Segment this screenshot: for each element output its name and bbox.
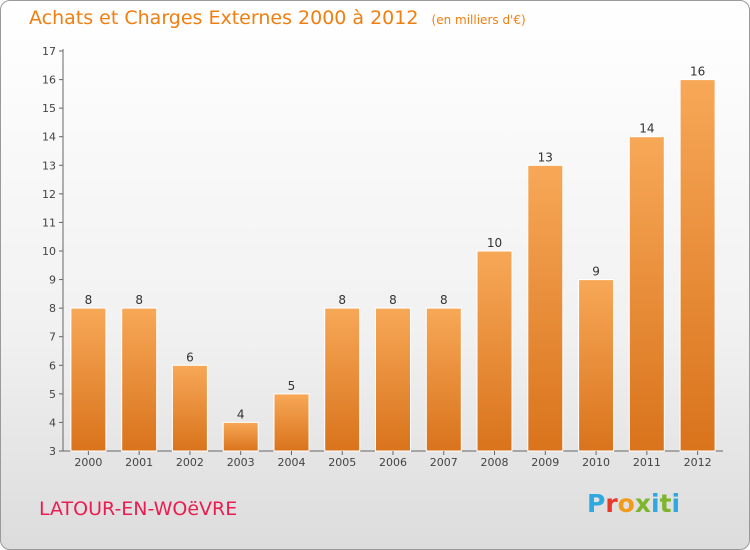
x-tick-label: 2005	[328, 456, 356, 469]
bar-value-label: 8	[85, 293, 93, 307]
y-tick-label: 15	[42, 102, 56, 115]
bar	[324, 307, 361, 452]
x-tick-label: 2004	[277, 456, 305, 469]
logo-letter: i	[671, 489, 681, 518]
y-tick-label: 3	[49, 445, 56, 458]
bar-value-label: 4	[237, 407, 245, 421]
bar-value-label: 14	[639, 122, 654, 136]
bar-value-label: 8	[135, 293, 143, 307]
bar	[679, 79, 716, 452]
x-tick-label: 2008	[481, 456, 509, 469]
x-tick-label: 2012	[684, 456, 712, 469]
bar-value-label: 8	[440, 293, 448, 307]
bar-value-label: 13	[538, 150, 553, 164]
bar-value-label: 8	[338, 293, 346, 307]
y-tick-label: 7	[49, 331, 56, 344]
logo-letter: t	[659, 489, 672, 518]
y-tick-label: 12	[42, 188, 56, 201]
x-tick-label: 2007	[430, 456, 458, 469]
x-tick-label: 2010	[582, 456, 610, 469]
y-tick-label: 16	[42, 74, 56, 87]
logo-letter: o	[617, 489, 635, 518]
bar	[628, 136, 665, 452]
y-tick-label: 4	[49, 416, 56, 429]
place-name: LATOUR-EN-WOëVRE	[39, 498, 238, 520]
bar-value-label: 6	[186, 350, 194, 364]
x-tick-label: 2000	[74, 456, 102, 469]
bar-value-label: 10	[487, 236, 502, 250]
y-tick-label: 9	[49, 274, 56, 287]
bar	[121, 307, 158, 452]
y-tick-label: 8	[49, 302, 56, 315]
y-tick-label: 14	[42, 131, 56, 144]
bar	[425, 307, 462, 452]
bar-value-label: 9	[592, 265, 600, 279]
logo-letter: P	[587, 489, 606, 518]
y-tick-label: 5	[49, 388, 56, 401]
bar	[273, 393, 310, 452]
bar	[222, 421, 259, 452]
bar	[171, 364, 208, 452]
bar	[70, 307, 107, 452]
proxiti-logo: Proxiti	[587, 489, 680, 518]
x-tick-label: 2003	[227, 456, 255, 469]
x-tick-label: 2011	[633, 456, 661, 469]
x-tick-label: 2002	[176, 456, 204, 469]
chart-unit: (en milliers d'€)	[431, 13, 526, 27]
logo-letter: r	[605, 489, 618, 518]
y-tick-label: 11	[42, 216, 56, 229]
bar-value-label: 8	[389, 293, 397, 307]
y-tick-label: 6	[49, 359, 56, 372]
x-tick-label: 2006	[379, 456, 407, 469]
bar	[578, 279, 615, 452]
bar-value-label: 5	[288, 379, 296, 393]
x-tick-label: 2001	[125, 456, 153, 469]
chart-title: Achats et Charges Externes 2000 à 2012	[29, 7, 419, 29]
bar	[527, 164, 564, 452]
chart-title-block: Achats et Charges Externes 2000 à 2012 (…	[29, 7, 526, 29]
logo-letter: i	[651, 489, 660, 518]
y-tick-label: 10	[42, 245, 56, 258]
logo-letter: x	[634, 489, 651, 518]
bar	[476, 250, 513, 452]
y-tick-label: 13	[42, 159, 56, 172]
bar	[375, 307, 411, 452]
x-tick-label: 2009	[531, 456, 559, 469]
bar-value-label: 16	[690, 65, 705, 79]
y-tick-label: 17	[42, 45, 56, 58]
